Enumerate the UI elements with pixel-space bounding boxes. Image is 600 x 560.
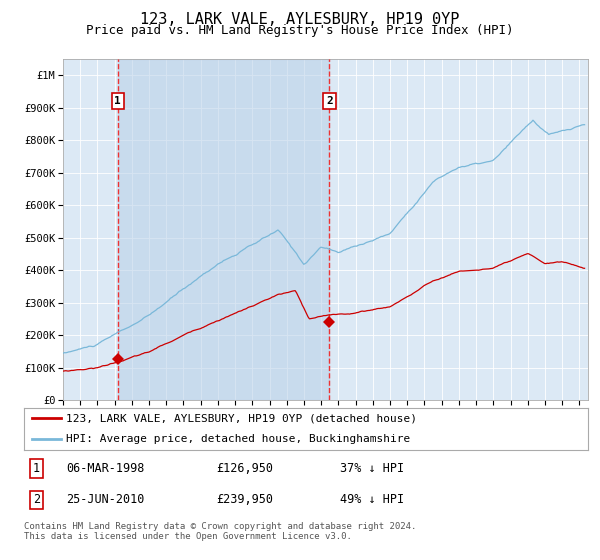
Text: Contains HM Land Registry data © Crown copyright and database right 2024.
This d: Contains HM Land Registry data © Crown c… — [24, 522, 416, 542]
Text: 37% ↓ HPI: 37% ↓ HPI — [340, 462, 404, 475]
Text: 123, LARK VALE, AYLESBURY, HP19 0YP (detached house): 123, LARK VALE, AYLESBURY, HP19 0YP (det… — [66, 413, 418, 423]
Text: 2: 2 — [326, 96, 333, 106]
Text: £239,950: £239,950 — [216, 493, 273, 506]
Text: £126,950: £126,950 — [216, 462, 273, 475]
Text: 06-MAR-1998: 06-MAR-1998 — [66, 462, 145, 475]
Text: 1: 1 — [115, 96, 121, 106]
Text: 2: 2 — [33, 493, 40, 506]
Bar — [118, 59, 329, 400]
Text: 49% ↓ HPI: 49% ↓ HPI — [340, 493, 404, 506]
Text: 1: 1 — [33, 462, 40, 475]
Text: Price paid vs. HM Land Registry's House Price Index (HPI): Price paid vs. HM Land Registry's House … — [86, 24, 514, 36]
Text: 123, LARK VALE, AYLESBURY, HP19 0YP: 123, LARK VALE, AYLESBURY, HP19 0YP — [140, 12, 460, 27]
Text: 25-JUN-2010: 25-JUN-2010 — [66, 493, 145, 506]
Text: HPI: Average price, detached house, Buckinghamshire: HPI: Average price, detached house, Buck… — [66, 434, 410, 444]
